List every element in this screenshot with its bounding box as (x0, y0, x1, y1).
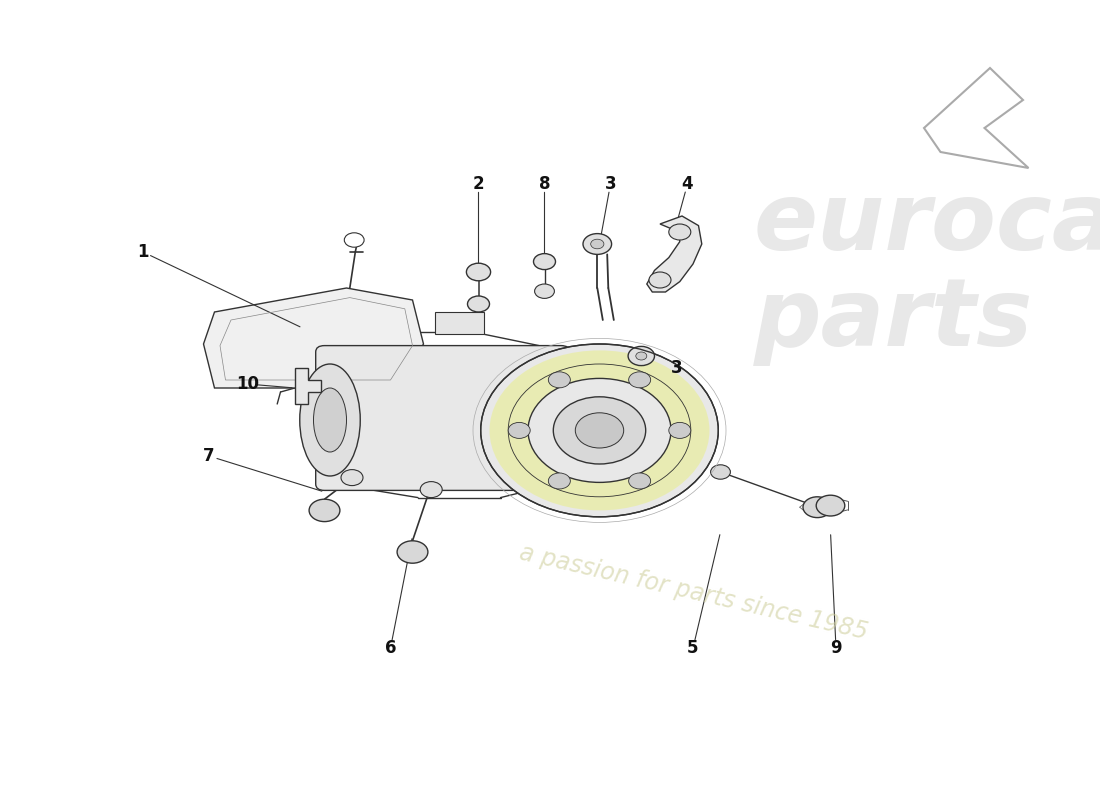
Circle shape (583, 234, 612, 254)
Circle shape (344, 233, 364, 247)
Circle shape (534, 254, 556, 270)
Text: 3: 3 (671, 359, 682, 377)
Polygon shape (295, 368, 321, 404)
Text: 6: 6 (385, 639, 396, 657)
Circle shape (649, 272, 671, 288)
Text: 4: 4 (682, 175, 693, 193)
Text: parts: parts (754, 274, 1033, 366)
Text: eurocar: eurocar (754, 178, 1100, 270)
Polygon shape (204, 288, 424, 388)
Text: 7: 7 (204, 447, 214, 465)
Circle shape (628, 346, 654, 366)
Circle shape (669, 224, 691, 240)
Circle shape (575, 413, 624, 448)
Circle shape (711, 465, 730, 479)
Text: a passion for parts since 1985: a passion for parts since 1985 (517, 540, 870, 644)
Circle shape (636, 352, 647, 360)
Circle shape (420, 482, 442, 498)
Polygon shape (647, 216, 702, 292)
Circle shape (309, 499, 340, 522)
Circle shape (490, 350, 710, 510)
Circle shape (528, 378, 671, 482)
Circle shape (548, 473, 570, 489)
Circle shape (803, 497, 832, 518)
FancyBboxPatch shape (316, 346, 570, 490)
Circle shape (535, 284, 554, 298)
Circle shape (508, 422, 530, 438)
Circle shape (466, 263, 491, 281)
Text: 9: 9 (830, 639, 842, 657)
Text: 3: 3 (605, 175, 616, 193)
Text: 2: 2 (473, 175, 484, 193)
Circle shape (468, 296, 490, 312)
Text: 1: 1 (138, 243, 148, 261)
Ellipse shape (299, 364, 361, 476)
Circle shape (629, 372, 651, 388)
Circle shape (548, 372, 571, 388)
Text: 5: 5 (688, 639, 698, 657)
Circle shape (669, 422, 691, 438)
Ellipse shape (314, 388, 346, 452)
Polygon shape (434, 312, 484, 334)
Circle shape (341, 470, 363, 486)
Circle shape (481, 344, 718, 517)
Text: 8: 8 (539, 175, 550, 193)
Circle shape (553, 397, 646, 464)
Circle shape (816, 495, 845, 516)
Circle shape (591, 239, 604, 249)
Text: 10: 10 (236, 375, 258, 393)
Circle shape (397, 541, 428, 563)
Circle shape (629, 473, 651, 489)
